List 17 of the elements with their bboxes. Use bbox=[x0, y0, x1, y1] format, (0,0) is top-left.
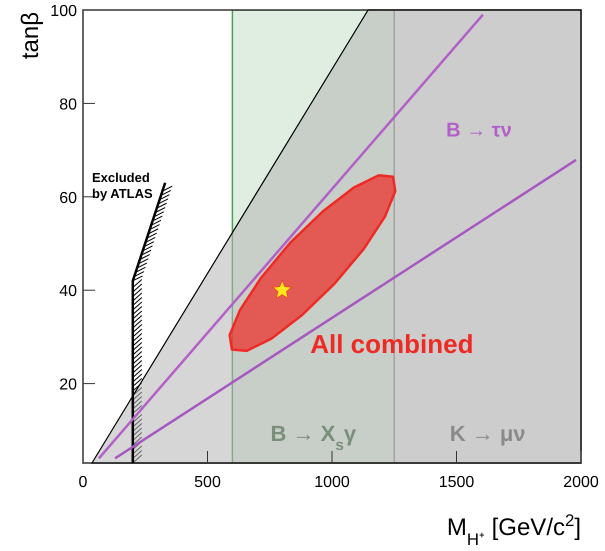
x-tick-label: 500 bbox=[194, 474, 221, 491]
band-label: K → μν bbox=[450, 421, 526, 446]
series-label: All combined bbox=[310, 328, 474, 359]
annotation: Excluded by ATLAS bbox=[92, 170, 153, 201]
y-axis-title: tanβ bbox=[17, 12, 44, 60]
y-tick-label: 80 bbox=[59, 96, 78, 114]
y-tick-label: 100 bbox=[50, 3, 78, 20]
x-tick-label: 1000 bbox=[314, 474, 350, 491]
text: B → τν bbox=[446, 119, 512, 142]
x-tick-label: 1500 bbox=[438, 474, 474, 491]
x-tick-label: 0 bbox=[78, 474, 88, 491]
y-tick-label: 60 bbox=[59, 190, 78, 207]
x-tick-label: 2000 bbox=[563, 474, 599, 491]
y-tick-label: 20 bbox=[59, 376, 78, 394]
band-label: B → X$_{s}$γ bbox=[270, 421, 357, 454]
y-tick-label: 40 bbox=[59, 283, 78, 300]
x-axis-title: M$_{H⁺}$ [GeV/c$^{2}$] bbox=[446, 510, 581, 548]
